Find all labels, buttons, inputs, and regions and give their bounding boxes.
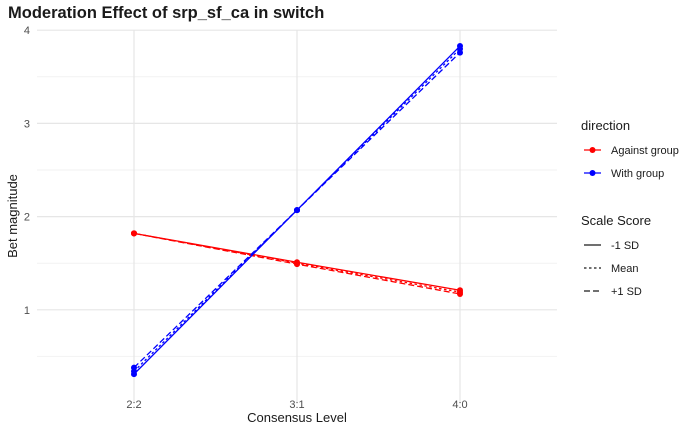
data-point-against-group-1-sd <box>457 290 463 297</box>
y-axis-label: Bet magnitude <box>5 174 20 258</box>
data-point-against-group-1-sd <box>294 261 300 268</box>
legend-direction: direction Against group With group <box>581 118 679 180</box>
y-tick-label: 1 <box>24 305 30 317</box>
x-tick-labels: 2:2 3:1 4:0 <box>126 399 467 411</box>
x-tick-label: 3:1 <box>289 399 304 411</box>
y-tick-label: 3 <box>24 118 30 130</box>
legend-key-point-with-group <box>589 170 596 176</box>
legend-label-1-sd: +1 SD <box>611 286 642 298</box>
legend-label-with-group: With group <box>611 168 664 180</box>
y-tick-labels: 1 2 3 4 <box>24 25 30 317</box>
legend-scale-title: Scale Score <box>581 213 651 228</box>
data-point-against-group-1-sd <box>131 230 137 237</box>
legend-label-1-sd: -1 SD <box>611 240 639 252</box>
chart-title: Moderation Effect of srp_sf_ca in switch <box>8 4 325 22</box>
legend-scale-score: Scale Score -1 SD Mean +1 SD <box>581 213 651 298</box>
legend-key-point-against-group <box>589 147 596 153</box>
y-tick-label: 2 <box>24 212 30 224</box>
series-line-with-group-mean <box>133 48 461 372</box>
x-tick-label: 2:2 <box>126 399 141 411</box>
grid-layer <box>37 29 557 403</box>
legend-direction-title: direction <box>581 118 630 133</box>
x-tick-label: 4:0 <box>452 399 467 411</box>
y-tick-label: 4 <box>24 25 30 37</box>
legend-label-mean: Mean <box>611 263 639 275</box>
data-point-with-group-1-sd <box>131 364 137 371</box>
legend-label-against-group: Against group <box>611 145 679 157</box>
data-point-with-group-1-sd <box>294 207 300 214</box>
point-layer <box>131 43 463 378</box>
data-point-with-group-1-sd <box>457 49 463 56</box>
x-axis-label: Consensus Level <box>247 410 347 425</box>
